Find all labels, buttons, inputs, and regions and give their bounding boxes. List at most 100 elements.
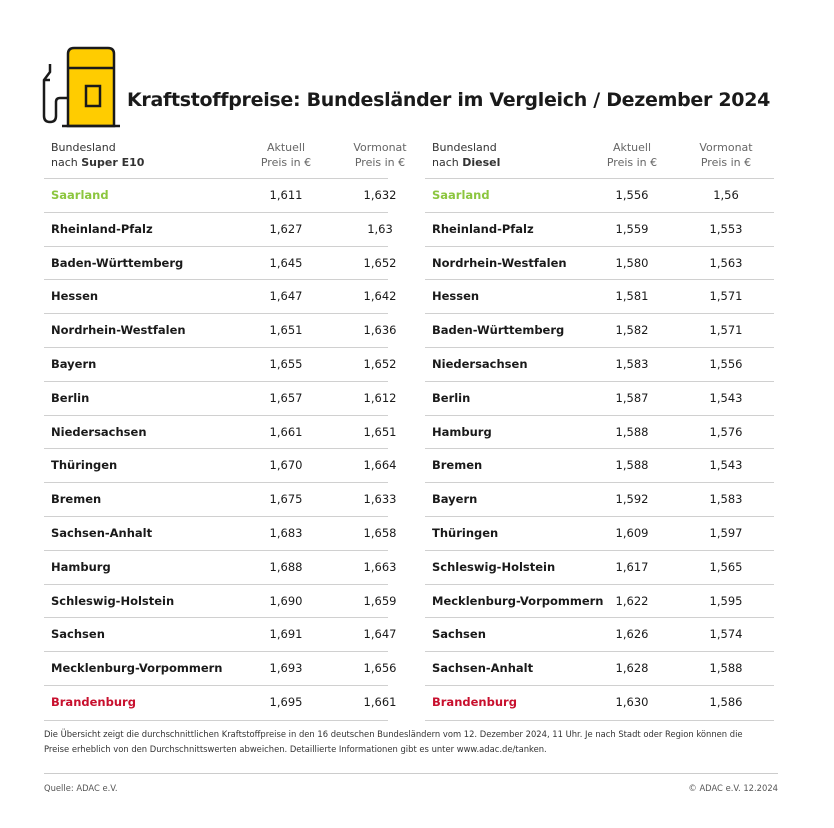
table-row: Thüringen 1,670 1,664 — [44, 448, 396, 483]
table-row: Sachsen-Anhalt 1,683 1,658 — [44, 516, 396, 551]
separator — [44, 773, 778, 774]
table-row: Saarland 1,556 1,56 — [425, 178, 774, 213]
price-current: 1,627 — [269, 221, 303, 236]
state-name: Brandenburg — [432, 695, 517, 709]
price-current: 1,588 — [615, 424, 649, 439]
price-previous: 1,556 — [709, 357, 743, 371]
price-previous: 1,543 — [709, 458, 743, 473]
price-current: 1,628 — [615, 661, 649, 676]
price-current: 1,670 — [269, 458, 303, 473]
price-previous: 1,597 — [709, 526, 743, 540]
price-current: 1,693 — [269, 661, 303, 676]
state-name: Niedersachsen — [51, 424, 147, 439]
price-current: 1,626 — [615, 627, 649, 642]
header-line: Preis in € — [700, 156, 752, 169]
column-header: Bundesland nach Super E10 — [51, 140, 144, 170]
table-row: Baden-Württemberg 1,645 1,652 — [44, 245, 396, 281]
price-previous: 1,661 — [363, 695, 397, 709]
table-row: Mecklenburg-Vorpommern 1,622 1,595 — [425, 583, 774, 619]
title: Kraftstoffpreise: Bundesländer im Vergle… — [127, 89, 771, 111]
state-name: Berlin — [432, 390, 471, 405]
table-row: Niedersachsen 1,661 1,651 — [44, 414, 396, 450]
state-name: Rheinland-Pfalz — [51, 221, 153, 236]
price-current: 1,592 — [615, 492, 649, 507]
header-bold: Super E10 — [81, 156, 145, 169]
price-previous: 1,576 — [709, 424, 743, 439]
price-current: 1,657 — [269, 390, 303, 405]
price-previous: 1,633 — [363, 492, 397, 507]
column-header: Aktuell Preis in € — [246, 140, 326, 170]
state-name: Mecklenburg-Vorpommern — [432, 593, 604, 608]
state-name: Bayern — [432, 492, 478, 507]
state-name: Berlin — [51, 390, 90, 405]
price-previous: 1,663 — [363, 559, 397, 574]
state-name: Thüringen — [432, 526, 499, 540]
table-row: Nordrhein-Westfalen 1,580 1,563 — [425, 245, 774, 281]
price-previous: 1,656 — [363, 661, 397, 676]
price-current: 1,609 — [615, 526, 649, 540]
state-name: Saarland — [432, 188, 490, 202]
footnote: Preise erheblich von den Durchschnittswe… — [44, 744, 547, 754]
header-text: nach — [432, 156, 459, 169]
price-current: 1,683 — [269, 526, 303, 540]
table-row: Brandenburg 1,630 1,586 — [425, 685, 774, 721]
price-current: 1,580 — [615, 255, 649, 270]
state-name: Hessen — [51, 289, 99, 304]
price-current: 1,581 — [615, 289, 649, 304]
header-line: Preis in € — [260, 156, 312, 169]
column-header: Vormonat Preis in € — [686, 140, 766, 170]
price-previous: 1,586 — [709, 695, 743, 709]
header-line: Preis in € — [354, 156, 406, 169]
state-name: Sachsen-Anhalt — [432, 661, 534, 676]
table-row: Saarland 1,611 1,632 — [44, 178, 396, 213]
source: Quelle: ADAC e.V. — [44, 783, 118, 793]
fuel-icon — [42, 46, 120, 128]
table-row: Bremen 1,588 1,543 — [425, 448, 774, 483]
header-line: Preis in € — [606, 156, 658, 169]
price-previous: 1,571 — [709, 289, 743, 304]
state-name: Sachsen — [51, 627, 105, 642]
header-line: Vormonat — [353, 141, 407, 154]
table-row: Sachsen 1,691 1,647 — [44, 617, 396, 652]
price-current: 1,556 — [615, 188, 649, 202]
state-name: Bayern — [51, 357, 97, 371]
price-previous: 1,563 — [709, 255, 743, 270]
price-current: 1,655 — [269, 357, 303, 371]
state-name: Schleswig-Holstein — [51, 593, 175, 608]
price-current: 1,617 — [615, 559, 649, 574]
price-previous: 1,664 — [363, 458, 397, 473]
price-previous: 1,642 — [363, 289, 397, 304]
price-previous: 1,553 — [709, 221, 743, 236]
price-previous: 1,63 — [367, 221, 393, 236]
state-name: Bremen — [432, 458, 483, 473]
price-current: 1,688 — [269, 559, 303, 574]
price-current: 1,630 — [615, 695, 649, 709]
header-line: Aktuell — [266, 141, 306, 154]
price-current: 1,651 — [269, 323, 303, 338]
state-name: Baden-Württemberg — [51, 255, 184, 270]
price-previous: 1,652 — [363, 357, 397, 371]
state-name: Thüringen — [51, 458, 118, 473]
state-name: Rheinland-Pfalz — [432, 221, 534, 236]
column-header: Vormonat Preis in € — [340, 140, 420, 170]
state-name: Nordrhein-Westfalen — [432, 255, 567, 270]
state-name: Schleswig-Holstein — [432, 559, 556, 574]
state-name: Hamburg — [432, 424, 492, 439]
price-previous: 1,543 — [709, 390, 743, 405]
header-line: Bundesland — [51, 141, 116, 154]
price-previous: 1,588 — [709, 661, 743, 676]
header-line: Aktuell — [612, 141, 652, 154]
price-current: 1,645 — [269, 255, 303, 270]
price-previous: 1,565 — [709, 559, 743, 574]
price-previous: 1,651 — [363, 424, 397, 439]
price-current: 1,695 — [269, 695, 303, 709]
state-name: Hessen — [432, 289, 480, 304]
price-previous: 1,632 — [363, 188, 397, 202]
table-row: Hamburg 1,688 1,663 — [44, 549, 396, 585]
price-previous: 1,612 — [363, 390, 397, 405]
column-header: Bundesland nach Diesel — [432, 140, 500, 170]
price-current: 1,690 — [269, 593, 303, 608]
table-row: Bayern 1,655 1,652 — [44, 347, 396, 382]
price-current: 1,661 — [269, 424, 303, 439]
price-current: 1,622 — [615, 593, 649, 608]
